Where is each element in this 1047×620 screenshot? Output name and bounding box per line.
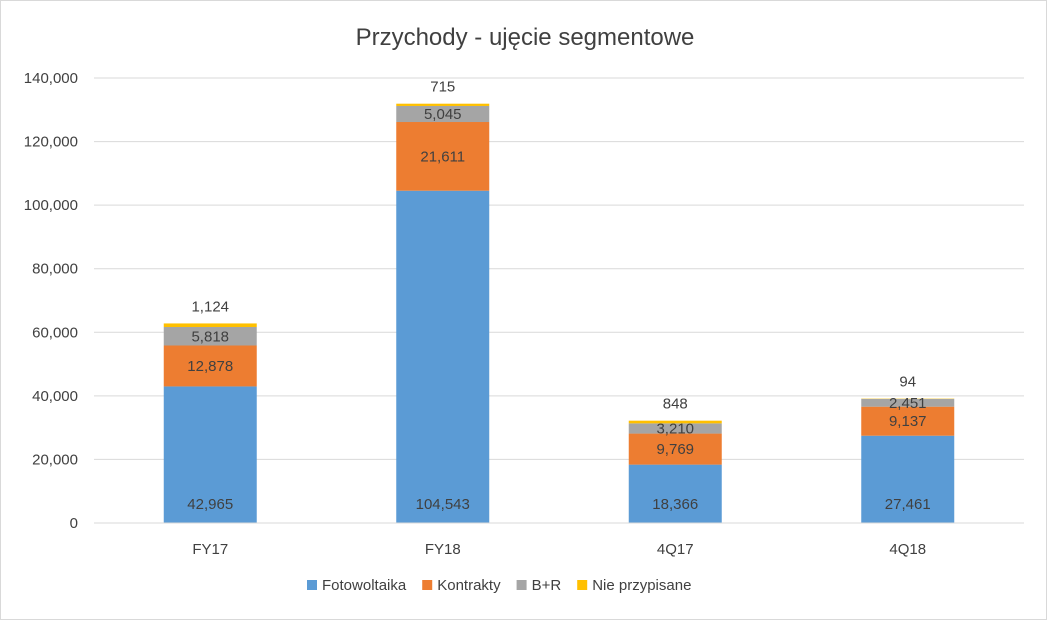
- bar-4q18-b-r: [861, 398, 955, 407]
- data-label: 9,769: [656, 441, 694, 458]
- bar-fy18-fotowoltaika: [396, 190, 490, 523]
- bar-4q18-fotowoltaika: [861, 435, 955, 523]
- bar-4q17-fotowoltaika: [628, 464, 722, 523]
- bar-fy18-nie-przypisane: [396, 103, 490, 106]
- data-label: 27,461: [885, 496, 931, 513]
- data-label: 12,878: [187, 358, 233, 375]
- bar-fy18-kontrakty: [396, 122, 490, 191]
- y-axis: 0 20,000 40,000 60,000 80,000 100,000 120,000 1…: [24, 70, 78, 532]
- legend-swatch: [577, 580, 588, 590]
- data-label: 94: [899, 374, 916, 391]
- y-tick-label: 140,000: [24, 70, 78, 87]
- x-tick-label: FY17: [192, 541, 228, 558]
- data-label: 9,137: [889, 413, 927, 430]
- y-tick-label: 20,000: [32, 451, 78, 468]
- chart-title: Przychody - ujęcie segmentowe: [356, 24, 695, 51]
- bar-fy17-kontrakty: [163, 345, 257, 387]
- y-tick-label: 0: [70, 515, 78, 532]
- x-tick-label: 4Q17: [657, 541, 694, 558]
- legend-swatch: [422, 580, 433, 590]
- data-label: 18,366: [652, 496, 698, 513]
- data-label: 2,451: [889, 395, 927, 412]
- bar-4q17-kontrakty: [628, 433, 722, 465]
- legend-item-label: B+R: [532, 577, 562, 594]
- x-tick-label: FY18: [425, 541, 461, 558]
- y-tick-label: 120,000: [24, 134, 78, 151]
- legend-item-label: Nie przypisane: [592, 577, 691, 594]
- y-tick-label: 40,000: [32, 388, 78, 405]
- bar-fy17-fotowoltaika: [163, 386, 257, 523]
- x-axis: FY17 FY18 4Q17 4Q18: [94, 522, 1024, 558]
- data-label: 5,818: [191, 328, 229, 345]
- data-labels: 42,965 12,878 5,818 1,124 104,543 21,611 5,045…: [187, 79, 930, 513]
- legend-swatch: [516, 580, 527, 590]
- bar-4q17-b-r: [628, 423, 722, 434]
- bar-4q17-nie-przypisane: [628, 420, 722, 424]
- data-label: 715: [430, 79, 455, 96]
- data-label: 848: [663, 396, 688, 413]
- bars: [163, 103, 955, 523]
- bar-fy17-b-r: [163, 327, 257, 346]
- legend-swatch: [307, 580, 317, 590]
- data-label: 1,124: [191, 298, 229, 315]
- bar-4q18-kontrakty: [861, 406, 955, 436]
- data-label: 3,210: [656, 420, 694, 437]
- data-label: 104,543: [416, 496, 470, 513]
- data-label: 21,611: [420, 148, 465, 165]
- legend-item-label: Kontrakty: [437, 577, 501, 594]
- data-label: 5,045: [424, 106, 462, 123]
- x-tick-label: 4Q18: [889, 541, 926, 558]
- bar-fy18-b-r: [396, 105, 490, 123]
- legend: Fotowoltaika Kontrakty B+R Nie przypisane: [307, 577, 691, 594]
- legend-item-label: Fotowoltaika: [322, 577, 407, 594]
- bar-fy17-nie-przypisane: [163, 323, 257, 328]
- data-label: 42,965: [187, 496, 233, 513]
- y-tick-label: 80,000: [32, 261, 78, 278]
- y-tick-label: 100,000: [24, 197, 78, 214]
- y-tick-label: 60,000: [32, 324, 78, 341]
